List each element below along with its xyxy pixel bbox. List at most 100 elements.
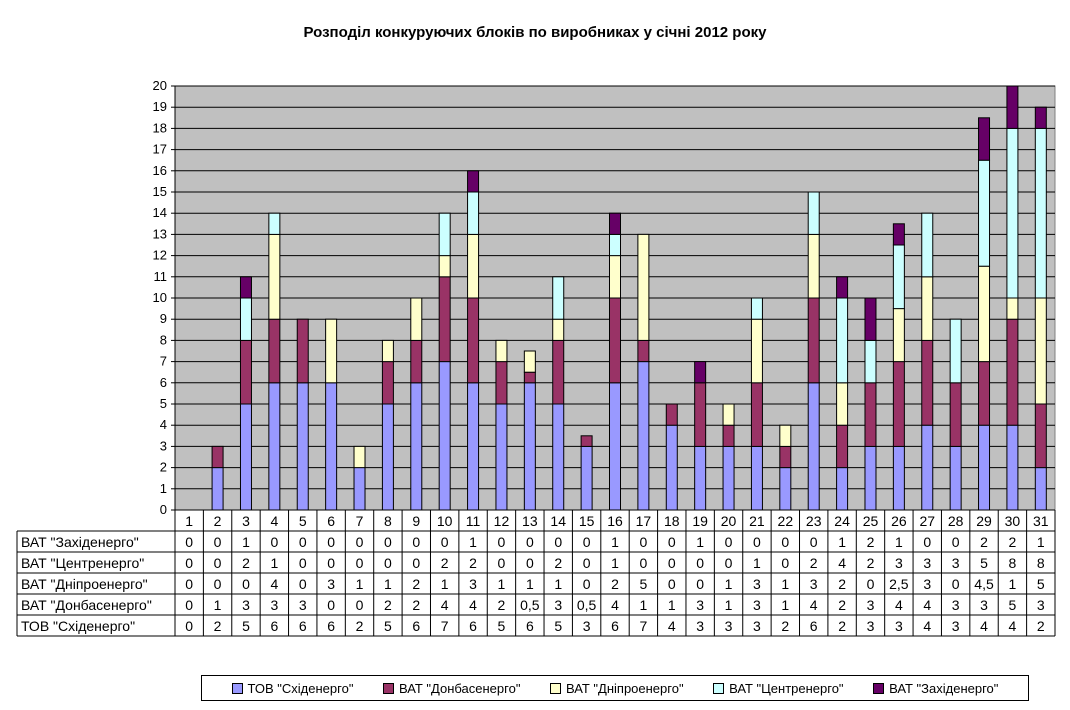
x-tick-label: 27 [919, 513, 935, 529]
data-label: 0 [668, 534, 676, 550]
data-label: 6 [412, 618, 420, 634]
data-label: 1 [725, 576, 733, 592]
data-label: 4 [668, 618, 676, 634]
data-label: 3 [327, 576, 335, 592]
bar-segment [296, 318, 309, 384]
bar-segment [523, 382, 536, 511]
legend-item: ТОВ "Східенерго" [231, 681, 353, 696]
data-label: 0 [781, 534, 789, 550]
bar-segment [495, 361, 508, 405]
data-label: 2 [980, 534, 988, 550]
data-label: 2 [810, 555, 818, 571]
data-label: 0 [185, 576, 193, 592]
bar-segment [1034, 403, 1047, 469]
data-label: 0 [753, 534, 761, 550]
bar-segment [921, 276, 934, 341]
y-tick-label: 11 [154, 269, 168, 284]
data-label: 3 [696, 597, 704, 613]
data-label: 0 [214, 576, 222, 592]
y-tick-label: 10 [153, 290, 167, 305]
data-label: 3 [952, 597, 960, 613]
bar-segment [665, 403, 678, 426]
data-label: 1 [214, 597, 222, 613]
data-label: 1 [781, 597, 789, 613]
bar-segment [1006, 318, 1019, 426]
data-label: 0 [185, 597, 193, 613]
bar-segment [978, 361, 991, 426]
data-label: 7 [441, 618, 449, 634]
data-label: 5 [242, 618, 250, 634]
data-label: 2 [412, 597, 420, 613]
legend-swatch [713, 682, 725, 694]
data-label: 1 [526, 576, 534, 592]
y-tick-label: 18 [153, 120, 167, 135]
data-label: 6 [810, 618, 818, 634]
bar-segment [750, 382, 763, 447]
bar-segment [211, 445, 224, 469]
bar-segment [467, 382, 480, 511]
bar-segment [552, 318, 565, 341]
table-series-name: ТОВ "Східенерго" [21, 618, 135, 634]
data-label: 0 [526, 534, 534, 550]
data-label: 3 [299, 597, 307, 613]
x-tick-label: 24 [834, 513, 850, 529]
bar-segment [381, 361, 394, 405]
data-label: 3 [952, 555, 960, 571]
x-tick-label: 18 [664, 513, 680, 529]
data-label: 2,5 [889, 576, 909, 592]
x-tick-label: 30 [1005, 513, 1021, 529]
data-label: 1 [554, 576, 562, 592]
bar-segment [978, 265, 991, 363]
bar-segment [779, 467, 792, 511]
bar-segment [268, 318, 281, 384]
data-label: 0 [327, 534, 335, 550]
bar-segment [296, 382, 309, 511]
bar-segment [807, 233, 820, 299]
data-label: 4 [469, 597, 477, 613]
data-label: 1 [441, 576, 449, 592]
bar-segment [807, 297, 820, 384]
bar-segment [239, 276, 252, 299]
data-label: 1 [725, 597, 733, 613]
bar-segment [750, 297, 763, 320]
data-label: 8 [1009, 555, 1017, 571]
bar-segment [381, 339, 394, 363]
data-label: 3 [696, 618, 704, 634]
data-label: 4 [270, 576, 278, 592]
data-label: 2 [554, 555, 562, 571]
x-tick-label: 20 [721, 513, 737, 529]
y-tick-label: 1 [160, 481, 167, 496]
x-tick-label: 25 [863, 513, 879, 529]
x-tick-label: 9 [412, 513, 420, 529]
data-label: 0 [299, 555, 307, 571]
bar-segment [779, 424, 792, 447]
bar-segment [495, 403, 508, 511]
bar-segment [864, 445, 877, 511]
data-label: 0 [583, 576, 591, 592]
legend-swatch [549, 682, 561, 694]
data-label: 6 [469, 618, 477, 634]
bar-segment [467, 233, 480, 299]
data-label: 0 [867, 576, 875, 592]
bar-segment [325, 382, 338, 511]
data-table: 1 2 3 4 5 6 7 8 9 10 11 12 13 14 15 16 17 18 19 20 21 22 23 24 2… [16, 509, 1056, 637]
data-label: 3 [270, 597, 278, 613]
y-tick-label: 5 [160, 396, 167, 411]
bar-segment [892, 445, 905, 511]
bar-segment [864, 297, 877, 341]
bar-segment [1034, 467, 1047, 511]
bar-segment [523, 350, 536, 373]
bar-segment [892, 223, 905, 246]
data-label: 0 [185, 618, 193, 634]
bar-segment [694, 382, 707, 447]
bar-segment [268, 382, 281, 511]
legend-label: ВАТ "Центренерго" [729, 680, 844, 696]
data-label: 2 [1009, 534, 1017, 550]
data-label: 2 [214, 618, 222, 634]
bar-segment [637, 233, 650, 341]
bar-segment [1006, 85, 1019, 129]
bar-segment [580, 445, 593, 511]
data-label: 0 [781, 555, 789, 571]
bar-segment [892, 244, 905, 310]
